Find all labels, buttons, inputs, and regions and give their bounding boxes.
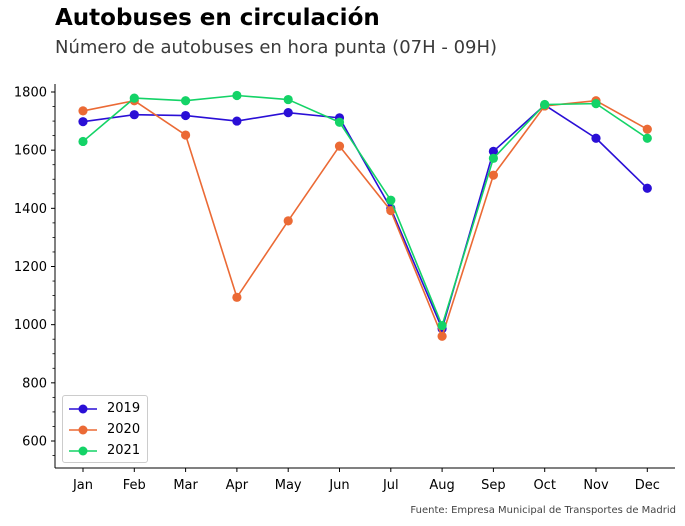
chart-legend: 2019 2020 2021 (62, 395, 148, 463)
series-2019 (78, 100, 652, 334)
x-tick-label: Jan (72, 478, 93, 493)
data-point-2021-Nov (591, 99, 601, 109)
y-tick-label: 1600 (14, 144, 47, 159)
data-point-2020-Jan (78, 106, 88, 116)
data-point-2021-Jun (334, 117, 345, 127)
chart-axes: 600 800 1000 1200 1400 1600 1800 Jan Feb Mar Apr Ma… (14, 84, 675, 493)
x-tick-label: Sep (481, 478, 506, 493)
x-tick-label: May (275, 478, 302, 493)
series-line-2019 (82, 104, 648, 330)
data-point-2019-Feb (129, 110, 139, 120)
x-tick-label: Aug (429, 478, 454, 493)
data-point-2021-Mar (181, 96, 191, 106)
data-point-2020-Sep (488, 170, 498, 180)
data-point-2019-Mar (181, 110, 191, 121)
legend-item-2021: 2021 (63, 441, 149, 461)
data-point-2021-Dec (642, 133, 652, 143)
x-tick-label: Jul (382, 478, 399, 493)
y-tick-label: 1000 (14, 318, 47, 333)
series-2021 (78, 90, 652, 331)
data-point-2020-Apr (232, 292, 242, 302)
data-point-2019-Jan (78, 117, 88, 127)
data-point-2020-Mar (181, 130, 191, 140)
x-tick-label: Apr (226, 478, 249, 493)
data-point-2021-Jul (386, 195, 396, 205)
y-tick-label: 1400 (14, 202, 47, 217)
x-tick-label: Mar (173, 478, 198, 493)
data-point-2020-Aug (437, 331, 447, 341)
data-point-2019-Sep (488, 146, 498, 156)
chart-series (78, 90, 652, 341)
data-point-2021-Sep (488, 153, 498, 163)
data-point-2021-May (283, 94, 293, 105)
data-point-2020-Dec (642, 124, 652, 134)
legend-label-2020: 2020 (107, 422, 141, 437)
legend-item-2020: 2020 (63, 420, 149, 440)
series-line-2020 (82, 99, 648, 338)
y-tick-label: 800 (22, 376, 47, 391)
data-point-2019-Dec (642, 183, 652, 193)
data-point-2019-Apr (232, 116, 242, 126)
data-point-2020-Jun (334, 141, 345, 151)
x-tick-label: Jun (328, 478, 349, 493)
y-tick-label: 1800 (14, 86, 47, 101)
legend-label-2021: 2021 (107, 443, 141, 458)
data-point-2021-Oct (540, 99, 550, 110)
chart-title: Autobuses en circulación (55, 5, 380, 31)
data-point-2021-Jan (78, 136, 88, 147)
x-tick-label: Nov (583, 478, 609, 493)
data-point-2019-May (283, 108, 293, 118)
series-2020 (78, 96, 652, 341)
series-line-2021 (82, 94, 648, 327)
source-note: Fuente: Empresa Municipal de Transportes… (410, 505, 676, 516)
legend-swatch-2020 (69, 425, 97, 435)
chart-subtitle: Número de autobuses en hora punta (07H -… (55, 37, 498, 58)
y-tick-label: 1200 (14, 260, 47, 275)
legend-label-2019: 2019 (107, 401, 141, 416)
legend-swatch-2019 (69, 404, 97, 414)
legend-swatch-2021 (69, 446, 97, 456)
legend-item-2019: 2019 (63, 399, 149, 419)
x-tick-label: Dec (635, 478, 660, 493)
data-point-2020-Jul (386, 206, 396, 216)
data-point-2020-May (283, 216, 293, 226)
data-point-2021-Aug (437, 320, 447, 331)
y-tick-label: 600 (22, 435, 47, 450)
data-point-2019-Nov (591, 133, 601, 143)
data-point-2021-Apr (232, 90, 242, 101)
data-point-2021-Feb (129, 93, 139, 103)
x-tick-label: Oct (533, 478, 555, 493)
x-tick-label: Feb (123, 478, 146, 493)
